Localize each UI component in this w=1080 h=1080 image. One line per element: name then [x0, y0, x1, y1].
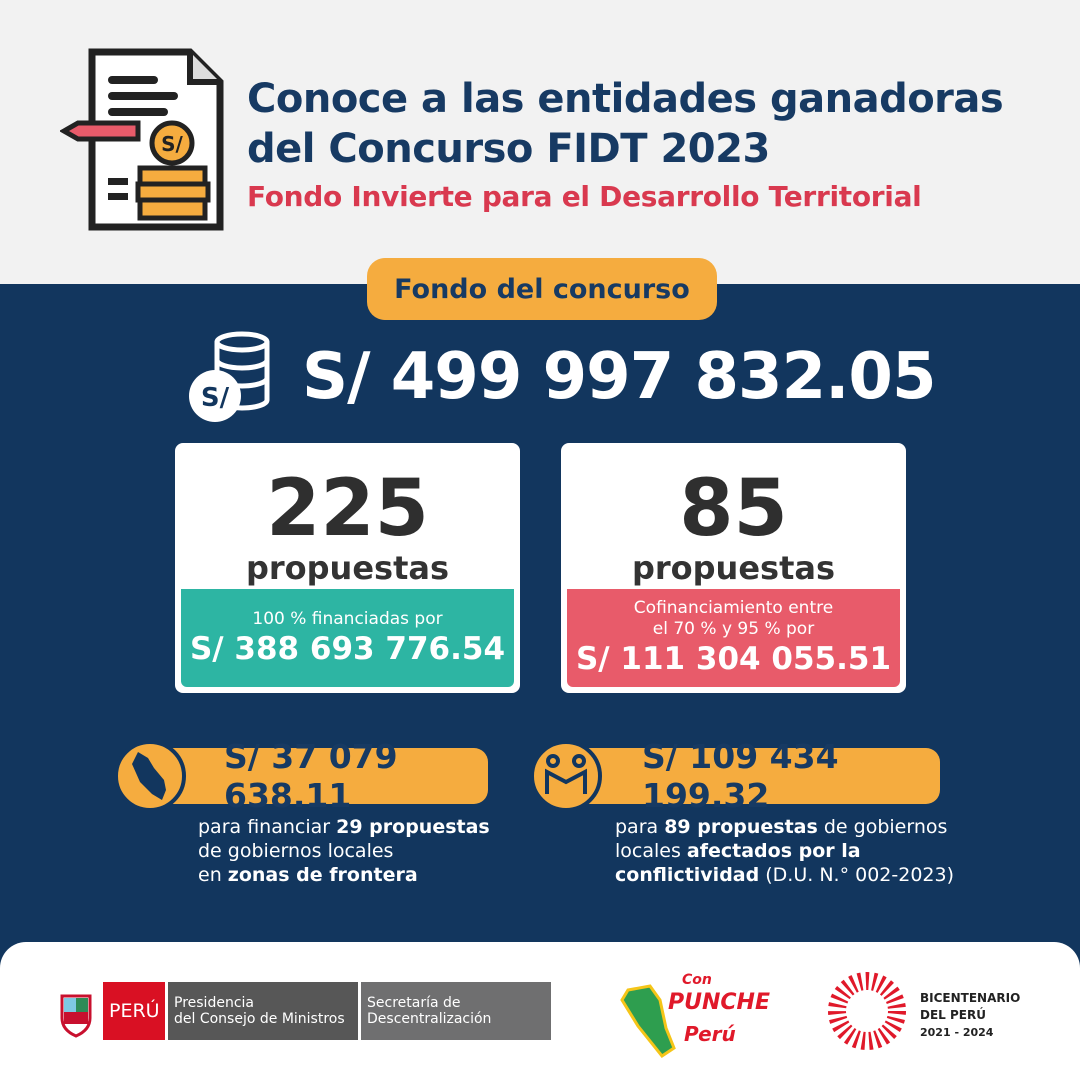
- funding-amount: S/ 111 304 055.51: [575, 641, 892, 677]
- peru-map-icon: [114, 740, 186, 812]
- funding-band: 100 % financiadas por S/ 388 693 776.54: [181, 589, 514, 687]
- fund-total: S/ 499 997 832.05: [302, 340, 936, 414]
- bicentenario-logo-icon: [828, 972, 906, 1050]
- card-cofunding: 85 propuestas Cofinanciamiento entre el …: [561, 443, 906, 693]
- svg-text:S/: S/: [201, 383, 230, 413]
- card-full-funding: 225 propuestas 100 % financiadas por S/ …: [175, 443, 520, 693]
- border-fund-description: para financiar 29 propuestas de gobierno…: [198, 816, 490, 886]
- funding-band: Cofinanciamiento entre el 70 % y 95 % po…: [567, 589, 900, 687]
- fund-label: Fondo del concurso: [367, 258, 717, 320]
- government-logo: PERÚ Presidencia del Consejo de Ministros…: [103, 982, 551, 1040]
- conflict-fund-amount: S/ 109 434 199.32: [568, 737, 940, 815]
- proposal-count: 85: [679, 464, 788, 554]
- document-money-icon: S/: [60, 48, 224, 231]
- coins-stack-icon: S/: [189, 331, 270, 422]
- funding-amount: S/ 388 693 776.54: [189, 630, 506, 667]
- peru-coat-of-arms-icon: [60, 994, 92, 1038]
- con-punche-peru-logo: Con PUNCHE Perú: [620, 970, 770, 1060]
- page-subtitle: Fondo Invierte para el Desarrollo Territ…: [247, 180, 922, 213]
- proposal-label: propuestas: [245, 549, 450, 587]
- proposal-count: 225: [266, 464, 429, 554]
- proposal-label: propuestas: [631, 549, 836, 587]
- page-title: Conoce a las entidades ganadoras del Conc…: [247, 76, 1004, 172]
- bicentenario-text: BICENTENARIO DEL PERÚ 2021 - 2024: [920, 991, 1021, 1039]
- handshake-people-icon: [530, 740, 602, 812]
- conflict-fund-description: para 89 propuestas de gobiernos locales …: [615, 816, 955, 886]
- border-fund-amount: S/ 37 079 638.11: [150, 737, 488, 815]
- svg-text:S/: S/: [161, 132, 183, 156]
